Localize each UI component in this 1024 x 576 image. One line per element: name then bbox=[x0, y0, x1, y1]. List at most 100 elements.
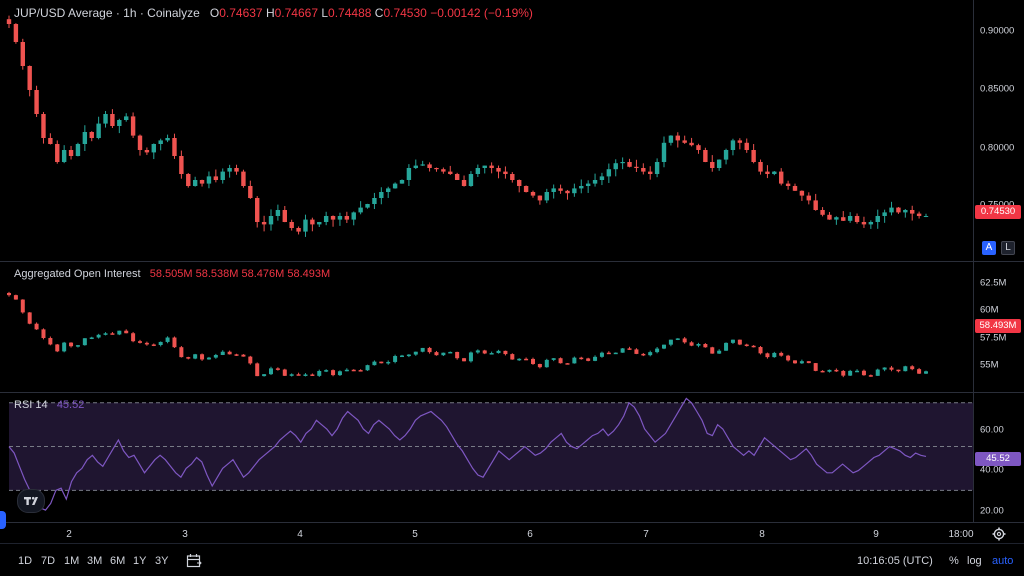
scroll-left-handle[interactable] bbox=[0, 511, 6, 529]
oi-candle-body bbox=[641, 353, 646, 356]
oi-candle-body bbox=[606, 352, 611, 355]
price-candle-body bbox=[172, 138, 177, 156]
price-candle-body bbox=[55, 144, 60, 162]
oi-candle-body bbox=[165, 337, 170, 342]
oi-candle-body bbox=[186, 357, 191, 359]
oi-candle-body bbox=[365, 365, 370, 371]
price-candle-body bbox=[716, 159, 722, 168]
pane-divider-1[interactable] bbox=[0, 261, 1024, 262]
price-candle-body bbox=[606, 169, 612, 177]
rsi-title[interactable]: RSI 14 bbox=[14, 399, 48, 411]
time-tick: 8 bbox=[759, 529, 765, 540]
change-value: −0.00142 (−0.19%) bbox=[430, 6, 533, 20]
price-candle-body bbox=[255, 198, 260, 222]
pane-divider-2[interactable] bbox=[0, 392, 1024, 393]
timeframe-1m[interactable]: 1M bbox=[64, 555, 80, 567]
chart-canvas[interactable] bbox=[0, 0, 973, 522]
oi-candle-body bbox=[475, 350, 480, 353]
oi-candle-body bbox=[131, 333, 136, 342]
price-candle-body bbox=[68, 150, 74, 156]
percent-scale-toggle[interactable]: % bbox=[949, 555, 959, 567]
oi-candle-body bbox=[772, 352, 777, 358]
time-tick: 7 bbox=[643, 529, 649, 540]
utc-clock[interactable]: 10:16:05 (UTC) bbox=[857, 555, 933, 567]
oi-candle-body bbox=[503, 350, 508, 355]
price-tick: 0.90000 bbox=[980, 25, 1015, 37]
timeframe-3m[interactable]: 3M bbox=[87, 555, 103, 567]
price-candle-body bbox=[510, 174, 515, 180]
price-candle-body bbox=[489, 165, 494, 168]
oi-candle-body bbox=[799, 361, 804, 364]
log-scale-button[interactable]: L bbox=[1001, 241, 1015, 255]
price-candle-body bbox=[882, 212, 887, 216]
auto-scale-button[interactable]: A bbox=[982, 241, 996, 255]
price-candle-body bbox=[41, 114, 46, 138]
timeframe-6m[interactable]: 6M bbox=[110, 555, 126, 567]
price-candle-body bbox=[282, 210, 287, 222]
price-candle-body bbox=[592, 180, 598, 184]
oi-candle-body bbox=[282, 369, 287, 376]
oi-candle-body bbox=[413, 351, 418, 355]
timeframe-1d[interactable]: 1D bbox=[18, 555, 33, 567]
settings-gear-icon[interactable] bbox=[992, 527, 1006, 541]
oi-candle-body bbox=[213, 354, 218, 358]
oi-candle-body bbox=[827, 369, 832, 372]
price-candle-body bbox=[482, 165, 487, 168]
oi-candle-body bbox=[703, 344, 708, 348]
price-candle-body bbox=[241, 171, 246, 186]
price-candle-body bbox=[758, 162, 763, 172]
price-candle-body bbox=[296, 228, 301, 232]
oi-candle-body bbox=[158, 341, 163, 346]
oi-candle-body bbox=[144, 342, 149, 345]
price-candle-body bbox=[813, 200, 818, 210]
oi-candle-body bbox=[820, 370, 825, 373]
timeframe-3y[interactable]: 3Y bbox=[155, 555, 169, 567]
oi-candle-body bbox=[448, 351, 453, 354]
oi-candle-body bbox=[124, 330, 129, 334]
price-candle-body bbox=[372, 198, 377, 204]
timeframe-1y[interactable]: 1Y bbox=[133, 555, 147, 567]
price-candle-body bbox=[454, 174, 460, 180]
tradingview-logo-icon[interactable] bbox=[17, 489, 45, 513]
oi-candle-body bbox=[599, 352, 604, 357]
log-scale-toggle[interactable]: log bbox=[967, 555, 982, 567]
oi-candle-body bbox=[717, 350, 722, 354]
price-candle-body bbox=[503, 171, 508, 174]
price-candle-body bbox=[544, 192, 549, 201]
oi-candle-body bbox=[103, 333, 108, 335]
price-candle-body bbox=[599, 176, 605, 180]
time-tick: 2 bbox=[66, 529, 72, 540]
price-candle-body bbox=[730, 140, 736, 150]
oi-candle-body bbox=[96, 334, 101, 338]
price-candle-body bbox=[386, 188, 391, 192]
oi-candle-body bbox=[20, 299, 25, 313]
price-candle-body bbox=[854, 216, 860, 222]
price-candle-body bbox=[806, 195, 811, 201]
timeframe-7d[interactable]: 7D bbox=[41, 555, 56, 567]
low-value: 0.74488 bbox=[328, 6, 372, 20]
oi-candle-body bbox=[875, 369, 880, 376]
price-candle-body bbox=[289, 222, 294, 228]
oi-candle-body bbox=[462, 358, 467, 362]
price-candle-body bbox=[654, 162, 660, 174]
price-candle-body bbox=[737, 140, 743, 143]
close-label: C bbox=[374, 6, 384, 20]
bottom-bar-divider bbox=[0, 543, 1024, 544]
date-range-calendar-icon[interactable] bbox=[186, 553, 202, 568]
oi-candle-body bbox=[27, 312, 32, 324]
price-candle-body bbox=[461, 180, 467, 186]
auto-scale-toggle[interactable]: auto bbox=[992, 555, 1014, 567]
oi-candle-body bbox=[179, 347, 184, 358]
oi-candle-body bbox=[455, 351, 460, 359]
price-candle-body bbox=[351, 212, 356, 220]
oi-candle-body bbox=[724, 342, 729, 351]
oi-tick: 57.5M bbox=[980, 332, 1007, 344]
symbol-title[interactable]: JUP/USD Average · 1h · Coinalyze bbox=[14, 6, 200, 20]
oi-candle-body bbox=[861, 370, 866, 376]
price-candle-body bbox=[103, 114, 108, 124]
oi-candle-body bbox=[337, 371, 342, 376]
price-candle-body bbox=[365, 204, 370, 208]
price-candle-body bbox=[889, 207, 894, 213]
oi-title[interactable]: Aggregated Open Interest bbox=[14, 268, 141, 280]
price-candle-body bbox=[634, 166, 639, 168]
